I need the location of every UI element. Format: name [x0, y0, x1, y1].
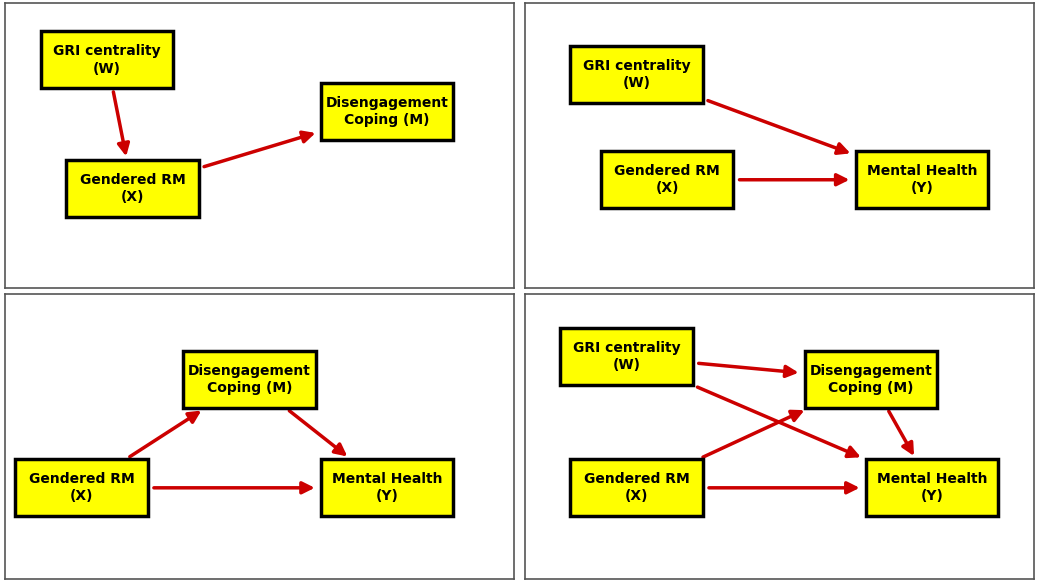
FancyBboxPatch shape: [321, 83, 453, 140]
FancyBboxPatch shape: [601, 151, 734, 208]
Text: Disengagement
Coping (M): Disengagement Coping (M): [325, 95, 449, 127]
Text: Gendered RM
(X): Gendered RM (X): [80, 173, 185, 204]
Text: GRI centrality
(W): GRI centrality (W): [583, 59, 691, 90]
Text: Mental Health
(Y): Mental Health (Y): [331, 472, 443, 503]
Text: Disengagement
Coping (M): Disengagement Coping (M): [188, 364, 311, 395]
Text: Gendered RM
(X): Gendered RM (X): [614, 164, 720, 196]
FancyBboxPatch shape: [855, 151, 988, 208]
FancyBboxPatch shape: [66, 160, 198, 217]
Text: Mental Health
(Y): Mental Health (Y): [867, 164, 977, 196]
FancyBboxPatch shape: [804, 351, 937, 408]
FancyBboxPatch shape: [41, 31, 174, 88]
FancyBboxPatch shape: [865, 459, 998, 516]
Text: GRI centrality
(W): GRI centrality (W): [53, 44, 161, 76]
Text: Mental Health
(Y): Mental Health (Y): [877, 472, 987, 503]
FancyBboxPatch shape: [560, 328, 693, 385]
Text: Disengagement
Coping (M): Disengagement Coping (M): [809, 364, 932, 395]
FancyBboxPatch shape: [184, 351, 316, 408]
Text: Gendered RM
(X): Gendered RM (X): [584, 472, 690, 503]
FancyBboxPatch shape: [16, 459, 148, 516]
FancyBboxPatch shape: [570, 459, 702, 516]
FancyBboxPatch shape: [570, 46, 702, 103]
Text: Gendered RM
(X): Gendered RM (X): [29, 472, 134, 503]
Text: GRI centrality
(W): GRI centrality (W): [572, 341, 681, 372]
FancyBboxPatch shape: [321, 459, 453, 516]
